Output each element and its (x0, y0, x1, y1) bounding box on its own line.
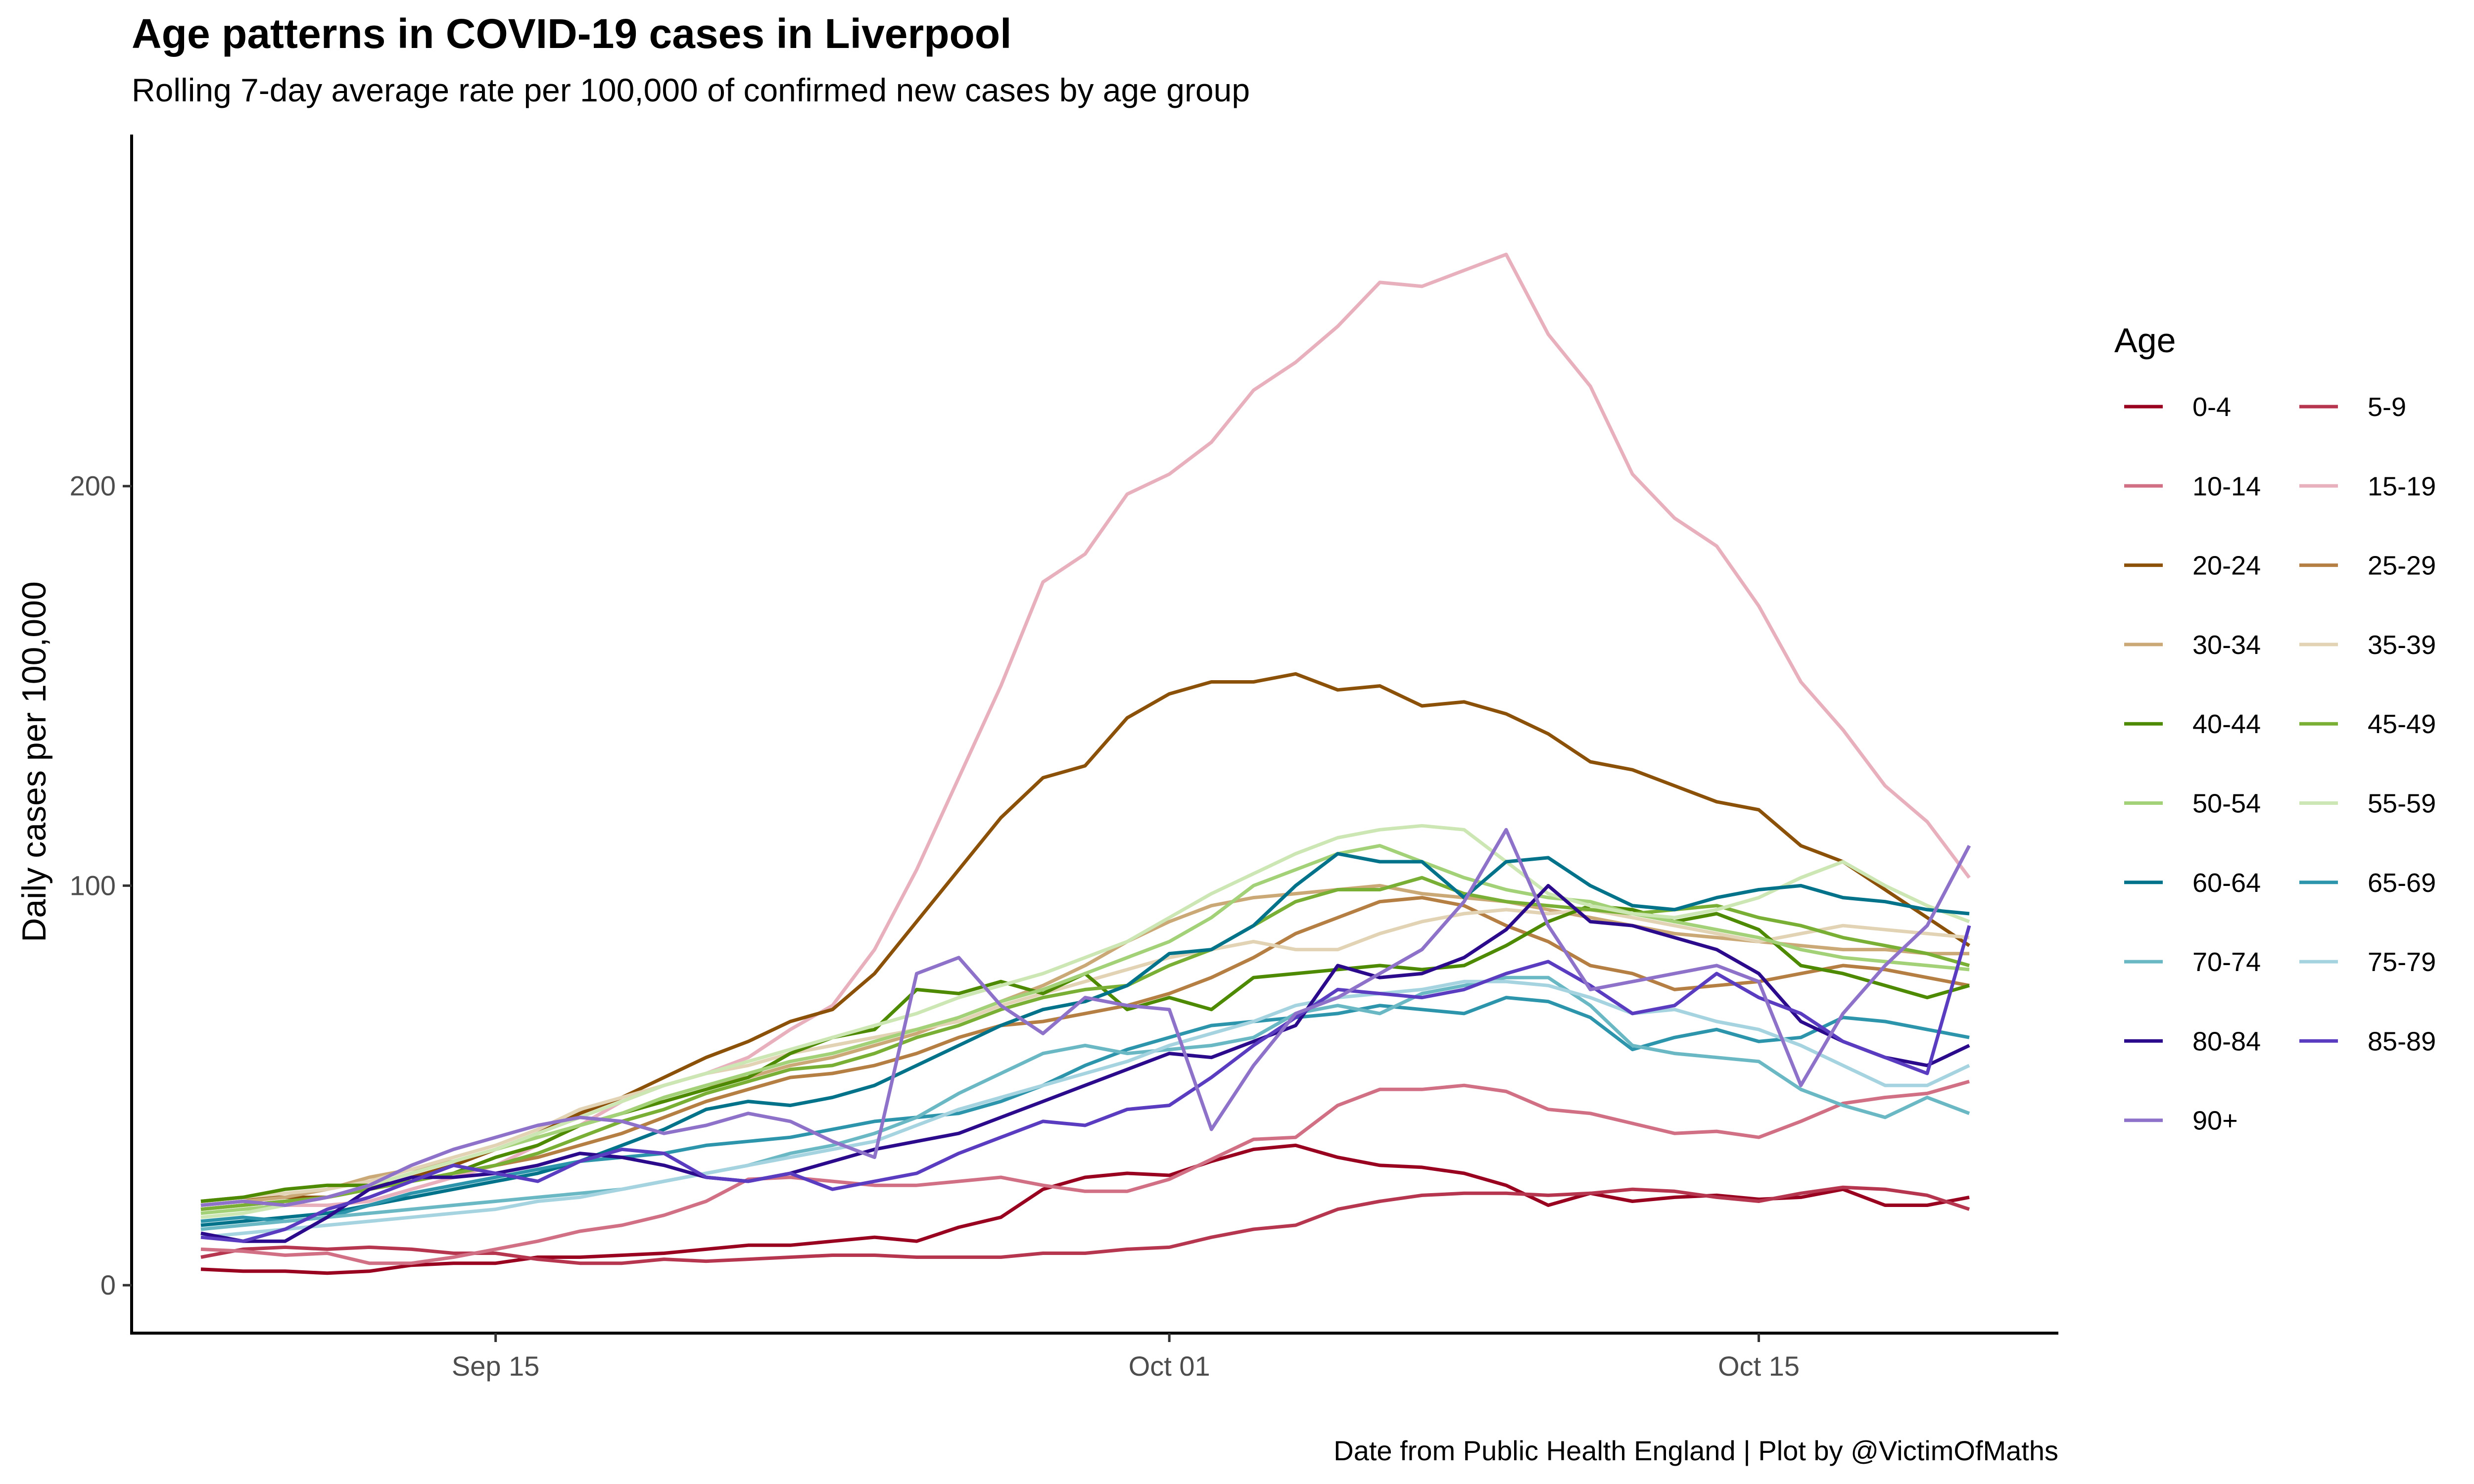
y-tick-label: 100 (70, 870, 116, 901)
legend-label: 85-89 (2368, 1026, 2436, 1056)
legend-label: 0-4 (2192, 392, 2231, 422)
legend-label: 40-44 (2192, 709, 2261, 739)
series-line-55-59 (200, 824, 1970, 1219)
chart-subtitle: Rolling 7-day average rate per 100,000 o… (132, 72, 1250, 108)
legend-label: 25-29 (2368, 551, 2436, 581)
legend-label: 50-54 (2192, 789, 2261, 819)
y-tick-label: 0 (100, 1269, 116, 1300)
series-lines (200, 252, 1971, 1275)
legend-title: Age (2114, 321, 2176, 360)
series-line-15-19 (200, 252, 1971, 1207)
legend-item-75-79: 75-79 (2299, 947, 2436, 977)
legend-label: 70-74 (2192, 947, 2261, 977)
legend-item-20-24: 20-24 (2124, 551, 2261, 581)
series-line-85-89 (200, 925, 1971, 1243)
legend-item-90+: 90+ (2124, 1106, 2238, 1136)
legend-item-70-74: 70-74 (2124, 947, 2261, 977)
legend-label: 10-14 (2192, 471, 2261, 501)
legend-item-30-34: 30-34 (2124, 630, 2261, 660)
legend-item-55-59: 55-59 (2299, 789, 2436, 819)
legend-label: 65-69 (2368, 868, 2436, 898)
series-line-75-79 (200, 979, 1970, 1239)
legend-item-25-29: 25-29 (2299, 551, 2436, 581)
legend-label: 20-24 (2192, 551, 2261, 581)
series-line-5-9 (200, 1185, 1970, 1265)
legend-label: 30-34 (2192, 630, 2261, 660)
legend-label: 35-39 (2368, 630, 2436, 660)
legend-label: 15-19 (2368, 471, 2436, 501)
series-line-65-69 (200, 996, 1970, 1223)
x-tick-label: Oct 15 (1718, 1350, 1800, 1382)
legend-item-65-69: 65-69 (2299, 868, 2436, 898)
x-tick-label: Oct 01 (1129, 1350, 1210, 1382)
legend-label: 80-84 (2192, 1026, 2261, 1056)
legend-label: 75-79 (2368, 947, 2436, 977)
chart-caption: Date from Public Health England | Plot b… (1333, 1435, 2058, 1466)
series-line-0-4 (200, 1143, 1970, 1275)
series-line-35-39 (200, 908, 1970, 1203)
axis-ticks: 0 100 200 Sep 15 Oct 01 Oct 15 (70, 470, 1800, 1382)
legend: Age 0-4 5-9 10-14 15-19 20-24 25-29 30-34 35-39… (2114, 321, 2436, 1136)
series-line-70-74 (200, 975, 1970, 1231)
x-tick-label: Sep 15 (452, 1350, 540, 1382)
legend-item-35-39: 35-39 (2299, 630, 2436, 660)
series-line-60-64 (200, 852, 1970, 1227)
legend-label: 90+ (2192, 1106, 2238, 1136)
series-line-10-14 (200, 1079, 1970, 1265)
legend-item-85-89: 85-89 (2299, 1026, 2436, 1056)
y-tick-label: 200 (70, 470, 116, 502)
legend-item-10-14: 10-14 (2124, 471, 2261, 501)
legend-item-5-9: 5-9 (2299, 392, 2406, 422)
legend-item-60-64: 60-64 (2124, 868, 2261, 898)
legend-label: 60-64 (2192, 868, 2261, 898)
legend-label: 5-9 (2368, 392, 2406, 422)
legend-item-45-49: 45-49 (2299, 709, 2436, 739)
legend-label: 45-49 (2368, 709, 2436, 739)
series-line-90+ (200, 828, 1971, 1207)
legend-item-0-4: 0-4 (2124, 392, 2231, 422)
legend-item-80-84: 80-84 (2124, 1026, 2261, 1056)
legend-label: 55-59 (2368, 789, 2436, 819)
legend-item-50-54: 50-54 (2124, 789, 2261, 819)
y-axis-title: Daily cases per 100,000 (15, 581, 53, 942)
legend-item-15-19: 15-19 (2299, 471, 2436, 501)
chart-title: Age patterns in COVID-19 cases in Liverp… (132, 10, 1012, 57)
legend-item-40-44: 40-44 (2124, 709, 2261, 739)
